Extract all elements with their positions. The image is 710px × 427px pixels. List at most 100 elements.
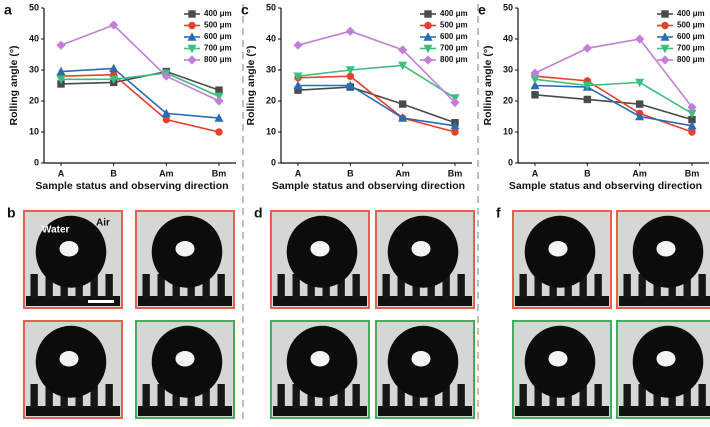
marker bbox=[423, 32, 433, 41]
x-tick-label: B bbox=[110, 168, 117, 178]
series-line bbox=[534, 38, 693, 108]
y-tick-label: 0 bbox=[508, 157, 513, 167]
marker bbox=[345, 80, 355, 90]
marker bbox=[56, 75, 66, 85]
pillar bbox=[683, 274, 691, 298]
pillar bbox=[105, 384, 113, 408]
pillar bbox=[534, 274, 542, 298]
legend-label: 500 μm bbox=[440, 21, 468, 30]
marker bbox=[187, 32, 197, 41]
substrate bbox=[273, 406, 367, 416]
y-tick-label: 0 bbox=[34, 157, 39, 167]
legend-label: 400 μm bbox=[440, 9, 468, 18]
pillar bbox=[457, 274, 465, 298]
marker bbox=[583, 95, 592, 104]
pillar bbox=[142, 274, 150, 298]
photo-frame bbox=[270, 320, 370, 419]
marker bbox=[161, 71, 171, 81]
y-tick-label: 10 bbox=[503, 126, 513, 136]
series-line bbox=[298, 84, 456, 127]
marker bbox=[215, 86, 223, 94]
marker bbox=[293, 80, 303, 90]
annotation: Water bbox=[42, 225, 70, 236]
marker bbox=[424, 21, 432, 30]
series-line bbox=[534, 94, 693, 121]
pillar bbox=[457, 384, 465, 408]
photo-frame bbox=[135, 210, 235, 309]
pillar bbox=[105, 274, 113, 298]
pillar bbox=[172, 274, 180, 298]
legend-label: 700 μm bbox=[440, 44, 468, 53]
legend-label: 400 μm bbox=[204, 9, 232, 18]
pillar bbox=[579, 274, 587, 298]
x-tick-label: A bbox=[58, 168, 65, 178]
pillar bbox=[698, 384, 706, 408]
marker bbox=[531, 91, 539, 99]
pillar bbox=[352, 384, 360, 408]
marker bbox=[293, 72, 303, 81]
x-tick-label: B bbox=[347, 168, 354, 178]
legend-label: 600 μm bbox=[204, 32, 232, 41]
substrate bbox=[515, 406, 609, 416]
pillar bbox=[337, 274, 345, 298]
legend-label: 700 μm bbox=[677, 44, 705, 53]
series-line bbox=[297, 75, 456, 133]
pillar bbox=[638, 384, 646, 408]
pillar bbox=[307, 384, 315, 408]
marker bbox=[398, 45, 408, 55]
marker bbox=[398, 100, 407, 108]
x-axis-label: Sample status and observing direction bbox=[509, 180, 702, 192]
marker bbox=[582, 81, 592, 91]
pillar bbox=[683, 384, 691, 408]
series-line bbox=[297, 30, 456, 104]
legend-label: 800 μm bbox=[677, 55, 705, 64]
droplet-highlight bbox=[310, 240, 330, 257]
y-tick-label: 40 bbox=[503, 33, 513, 43]
pillar bbox=[90, 384, 98, 408]
pillar bbox=[157, 384, 165, 408]
droplet-highlight bbox=[656, 240, 676, 257]
photo-frame bbox=[23, 210, 123, 309]
pillar bbox=[397, 274, 405, 298]
marker bbox=[187, 55, 197, 65]
y-tick-label: 20 bbox=[503, 95, 513, 105]
droplet-highlight bbox=[548, 240, 568, 257]
marker bbox=[635, 78, 645, 88]
marker bbox=[687, 102, 697, 112]
photo-frame bbox=[616, 320, 710, 419]
droplet-highlight bbox=[175, 350, 195, 367]
marker bbox=[214, 96, 224, 106]
panel-label: f bbox=[496, 205, 501, 221]
pillar bbox=[292, 384, 300, 408]
series-line bbox=[60, 73, 220, 133]
marker bbox=[109, 75, 119, 85]
y-tick-label: 30 bbox=[503, 64, 513, 74]
pillar bbox=[653, 274, 661, 298]
pillar bbox=[382, 274, 390, 298]
droplet-highlight bbox=[59, 350, 79, 367]
y-tick-label: 30 bbox=[29, 64, 39, 74]
legend-label: 600 μm bbox=[440, 32, 468, 41]
photo-frame bbox=[375, 320, 475, 419]
marker bbox=[215, 128, 223, 136]
substrate bbox=[378, 296, 472, 306]
y-tick-label: 0 bbox=[271, 157, 276, 167]
pillar bbox=[442, 384, 450, 408]
pillar bbox=[382, 384, 390, 408]
legend-label: 700 μm bbox=[204, 44, 232, 53]
marker bbox=[423, 55, 433, 65]
photo-frame bbox=[616, 210, 710, 309]
y-axis-label: Rolling angle (°) bbox=[482, 45, 494, 125]
marker bbox=[530, 80, 540, 90]
panel-label: a bbox=[4, 2, 12, 18]
substrate bbox=[26, 406, 120, 416]
pillar bbox=[277, 274, 285, 298]
substrate bbox=[515, 296, 609, 306]
pillar bbox=[157, 274, 165, 298]
pillar bbox=[202, 274, 210, 298]
marker bbox=[109, 63, 119, 73]
pillar bbox=[653, 384, 661, 408]
x-tick-label: Bm bbox=[212, 168, 227, 178]
pillar bbox=[352, 274, 360, 298]
marker bbox=[660, 55, 670, 65]
